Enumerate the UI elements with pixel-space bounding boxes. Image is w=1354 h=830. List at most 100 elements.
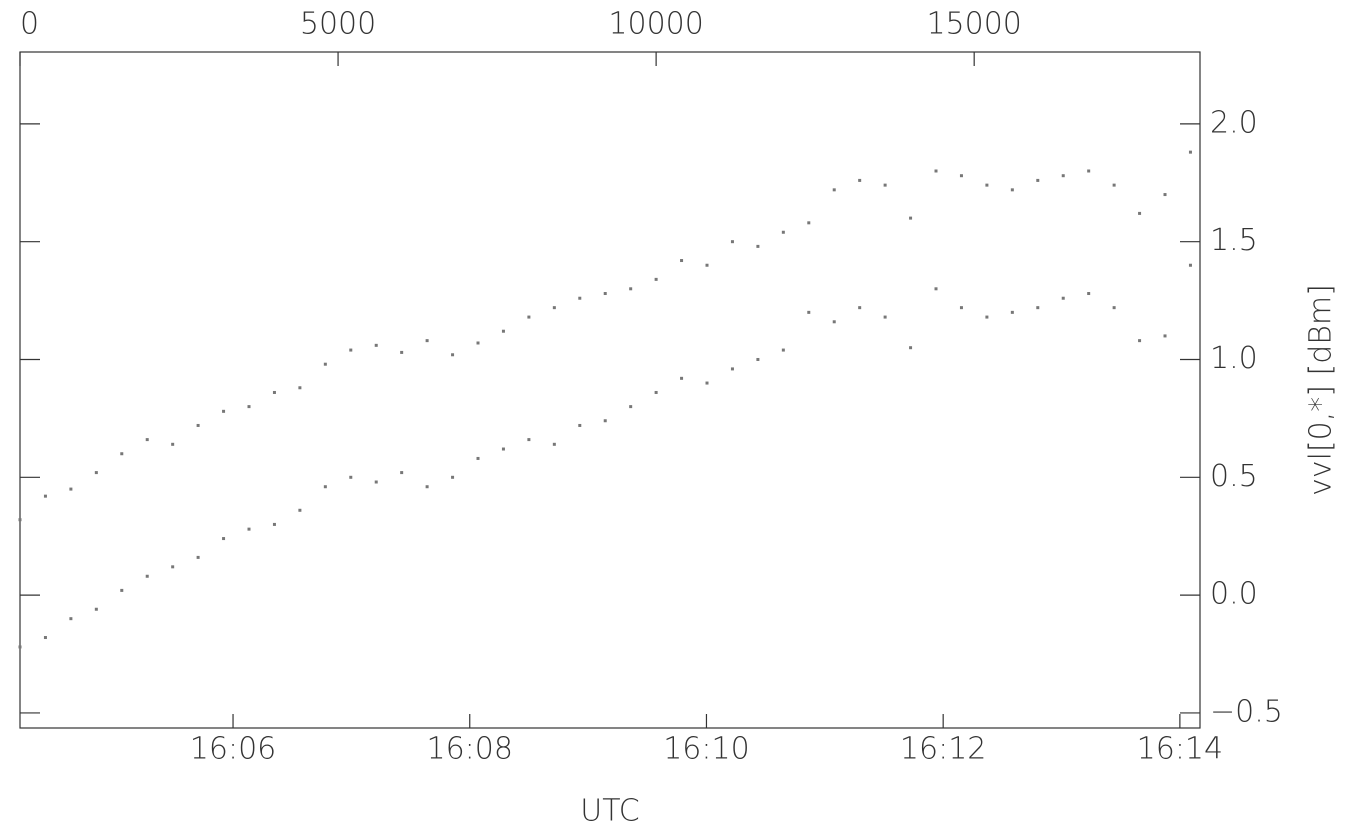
- point: [578, 296, 582, 300]
- point: [756, 357, 760, 361]
- point: [145, 574, 149, 578]
- x2-tick-label: 16:12: [900, 732, 986, 767]
- point: [832, 320, 836, 324]
- point: [18, 518, 22, 522]
- point: [858, 178, 862, 182]
- point: [69, 617, 73, 621]
- y-tick-label: 0.5: [1210, 459, 1258, 494]
- point: [1188, 150, 1192, 154]
- point: [629, 287, 633, 291]
- point: [120, 452, 124, 456]
- y-tick-label: 1.5: [1210, 223, 1258, 258]
- point: [959, 174, 963, 178]
- point: [501, 447, 505, 451]
- point: [451, 475, 455, 479]
- point: [1138, 339, 1142, 343]
- point: [1036, 178, 1040, 182]
- x-tick-label: 10000: [608, 7, 703, 42]
- point: [552, 442, 556, 446]
- point: [196, 423, 200, 427]
- point: [323, 485, 327, 489]
- point: [349, 475, 353, 479]
- point: [18, 645, 22, 649]
- point: [934, 169, 938, 173]
- point: [349, 348, 353, 352]
- point: [94, 471, 98, 475]
- point: [807, 310, 811, 314]
- point: [145, 438, 149, 442]
- point: [629, 405, 633, 409]
- point: [298, 508, 302, 512]
- y-tick-label: 1.0: [1210, 341, 1258, 376]
- point: [171, 442, 175, 446]
- point: [832, 188, 836, 192]
- point: [247, 405, 251, 409]
- point: [272, 522, 276, 526]
- point: [400, 350, 404, 354]
- point: [705, 381, 709, 385]
- point: [1087, 169, 1091, 173]
- y-axis-label: vvl[0,*] [dBm]: [1304, 284, 1339, 496]
- x2-tick-label: 16:14: [1137, 732, 1223, 767]
- point: [425, 339, 429, 343]
- point: [985, 315, 989, 319]
- point: [425, 485, 429, 489]
- x-tick-label: 0: [20, 7, 39, 42]
- point: [1188, 263, 1192, 267]
- point: [883, 183, 887, 187]
- x2-tick-label: 16:06: [190, 732, 276, 767]
- point: [451, 353, 455, 357]
- x2-tick-label: 16:10: [663, 732, 749, 767]
- point: [1138, 211, 1142, 215]
- point: [781, 348, 785, 352]
- point: [1087, 292, 1091, 296]
- plot-frame: [19, 51, 1201, 729]
- point: [1112, 306, 1116, 310]
- point: [552, 306, 556, 310]
- point: [298, 386, 302, 390]
- point: [1010, 310, 1014, 314]
- point: [323, 362, 327, 366]
- point: [959, 306, 963, 310]
- point: [222, 409, 226, 413]
- point: [501, 329, 505, 333]
- point: [756, 244, 760, 248]
- point: [603, 292, 607, 296]
- point: [807, 221, 811, 225]
- point: [476, 456, 480, 460]
- x-axis-label: UTC: [580, 794, 639, 829]
- point: [43, 636, 47, 640]
- point: [247, 527, 251, 531]
- point: [730, 367, 734, 371]
- point: [1010, 188, 1014, 192]
- point: [781, 230, 785, 234]
- point: [69, 487, 73, 491]
- point: [1061, 296, 1065, 300]
- point: [476, 341, 480, 345]
- point: [1112, 183, 1116, 187]
- y-tick-label: −0.5: [1210, 694, 1283, 729]
- point: [374, 343, 378, 347]
- point: [603, 419, 607, 423]
- point: [858, 306, 862, 310]
- point: [883, 315, 887, 319]
- point: [222, 537, 226, 541]
- point: [705, 263, 709, 267]
- point: [578, 423, 582, 427]
- point: [527, 438, 531, 442]
- point: [654, 390, 658, 394]
- point: [730, 240, 734, 244]
- point: [1036, 306, 1040, 310]
- y-tick-label: 0.0: [1210, 577, 1258, 612]
- point: [527, 315, 531, 319]
- point: [374, 480, 378, 484]
- point: [94, 607, 98, 611]
- point: [909, 346, 913, 350]
- point: [1163, 193, 1167, 197]
- point: [680, 376, 684, 380]
- point: [909, 216, 913, 220]
- point: [654, 277, 658, 281]
- point: [196, 555, 200, 559]
- point: [680, 259, 684, 263]
